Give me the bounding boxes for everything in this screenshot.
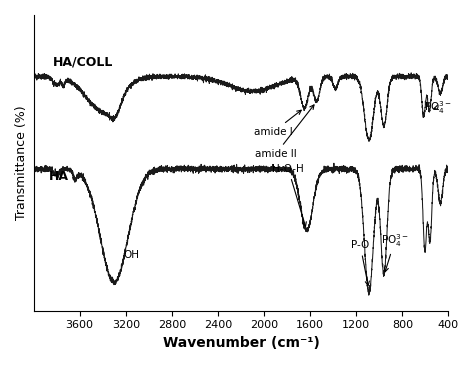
Text: H-O-H: H-O-H [273,164,306,226]
Text: amide I: amide I [254,110,301,137]
Text: HA: HA [48,170,69,183]
Text: P-O: P-O [351,241,369,285]
Text: $\rm PO_4^{3-}$: $\rm PO_4^{3-}$ [424,99,452,116]
Text: OH: OH [124,250,139,260]
X-axis label: Wavenumber (cm⁻¹): Wavenumber (cm⁻¹) [163,336,319,350]
Y-axis label: Transmittance (%): Transmittance (%) [15,105,28,220]
Text: $\rm PO_4^{3-}$: $\rm PO_4^{3-}$ [381,232,409,272]
Text: amide II: amide II [255,105,314,159]
Text: HA/COLL: HA/COLL [53,55,113,68]
